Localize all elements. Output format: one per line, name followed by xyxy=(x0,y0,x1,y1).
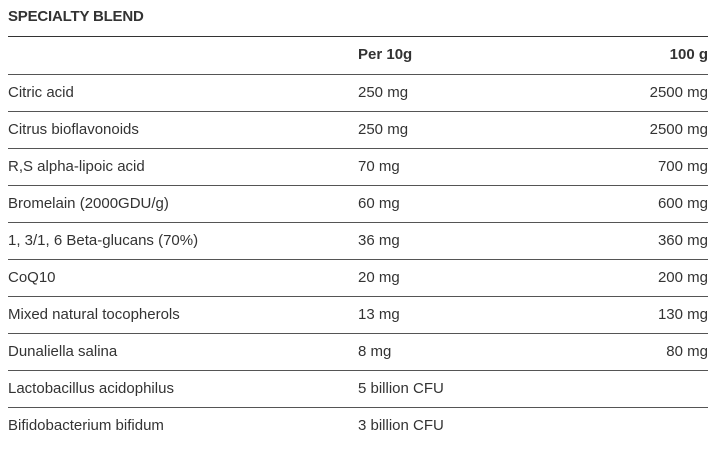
amount-cell: 600 mg xyxy=(657,195,708,212)
header-cell: 100 g xyxy=(669,46,708,63)
amount-cell: 8 mg xyxy=(358,343,392,360)
ingredient-name: Dunaliella salina xyxy=(8,343,118,360)
amount-cell: 60 mg xyxy=(358,195,400,212)
ingredient-name: CoQ10 xyxy=(8,269,56,286)
amount-cell: 36 mg xyxy=(358,232,400,249)
nutrition-table: Per 10g 100 g Citric acid 250 mg 2500 mg Citr… xyxy=(8,36,708,444)
ingredient-name: Lactobacillus acidophilus xyxy=(8,380,174,397)
amount-cell: 70 mg xyxy=(358,158,400,175)
header-cell: Per 10g xyxy=(358,46,413,63)
amount-cell: 20 mg xyxy=(358,269,400,286)
amount-cell: 3 billion CFU xyxy=(358,417,444,434)
amount-cell: 200 mg xyxy=(657,269,708,286)
table-row: Bifidobacterium bifidum 3 billion CFU xyxy=(8,407,708,444)
table-row: Bromelain (2000GDU/g) 60 mg 600 mg xyxy=(8,185,708,222)
amount-cell: 250 mg xyxy=(358,121,409,138)
section-title: SPECIALTY BLEND xyxy=(8,8,144,25)
ingredient-name: R,S alpha-lipoic acid xyxy=(8,158,145,175)
amount-cell: 360 mg xyxy=(657,232,708,249)
amount-cell: 130 mg xyxy=(657,306,708,323)
amount-cell: 2500 mg xyxy=(649,84,708,101)
table-row: Citric acid 250 mg 2500 mg xyxy=(8,74,708,111)
amount-cell: 5 billion CFU xyxy=(358,380,444,397)
ingredient-name: Bromelain (2000GDU/g) xyxy=(8,195,169,212)
amount-cell: 700 mg xyxy=(657,158,708,175)
header-row: Per 10g 100 g xyxy=(8,36,708,74)
table-row: Mixed natural tocopherols 13 mg 130 mg xyxy=(8,296,708,333)
table-row: Citrus bioflavonoids 250 mg 2500 mg xyxy=(8,111,708,148)
table-row: R,S alpha-lipoic acid 70 mg 700 mg xyxy=(8,148,708,185)
ingredient-name: 1, 3/1, 6 Beta-glucans (70%) xyxy=(8,232,199,249)
ingredient-name: Mixed natural tocopherols xyxy=(8,306,180,323)
amount-cell: 2500 mg xyxy=(649,121,708,138)
table-row: CoQ10 20 mg 200 mg xyxy=(8,259,708,296)
ingredient-name: Bifidobacterium bifidum xyxy=(8,417,164,434)
amount-cell: 250 mg xyxy=(358,84,409,101)
table-row: Lactobacillus acidophilus 5 billion CFU xyxy=(8,370,708,407)
amount-cell: 13 mg xyxy=(358,306,400,323)
table-row: Dunaliella salina 8 mg 80 mg xyxy=(8,333,708,370)
table-row: 1, 3/1, 6 Beta-glucans (70%) 36 mg 360 mg xyxy=(8,222,708,259)
ingredient-name: Citrus bioflavonoids xyxy=(8,121,139,138)
amount-cell: 80 mg xyxy=(666,343,708,360)
ingredient-name: Citric acid xyxy=(8,84,74,101)
